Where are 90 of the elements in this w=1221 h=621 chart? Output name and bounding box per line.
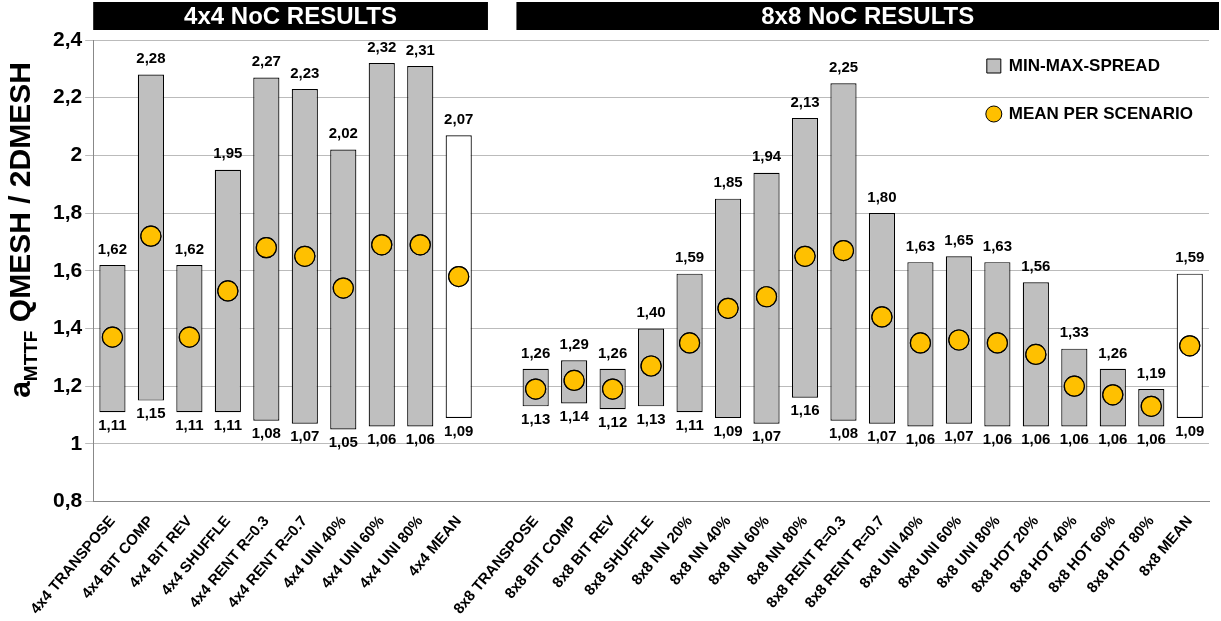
point [717,297,739,319]
annotation: 1,06 [1098,430,1128,448]
y-tick-label: 2,2 [52,84,83,108]
annotation: 1,06 [1059,430,1089,448]
annotation: 1,11 [175,415,204,433]
annotation: 1,62 [174,239,204,257]
text: 4x4 NoC RESULTS [184,1,398,29]
point [1025,343,1047,366]
text: 8x8 NoC RESULTS [761,1,975,29]
annotation: 1,11 [98,415,127,433]
annotation: 1,13 [636,410,666,427]
annotation: 2,31 [405,40,435,58]
annotation: 1,06 [1136,430,1166,448]
annotation: 1,16 [790,401,820,419]
annotation: 1,11 [213,415,243,433]
y-tick-label: 1,2 [52,372,83,396]
annotation: 1,12 [598,412,628,430]
annotation: 1,06 [905,430,936,448]
annotation: 1,59 [1175,248,1205,266]
point [101,326,124,348]
annotation: 1,26 [521,343,551,361]
annotation: 1,08 [828,424,859,442]
point [294,245,316,267]
point [140,225,162,247]
point [1179,335,1201,357]
point [948,329,970,351]
point [371,234,393,256]
point [409,234,431,256]
point [755,286,778,308]
point [986,332,1008,354]
annotation: 1,06 [405,430,435,448]
annotation: 2,32 [367,37,397,55]
legend-label: MEAN PER SCENARIO [1008,103,1193,123]
point [448,265,470,288]
annotation: 1,26 [1098,343,1128,361]
annotation: 1,33 [1059,323,1089,341]
annotation: 1,26 [598,343,628,361]
point [217,280,239,302]
y-tick-label: 1,6 [52,257,83,281]
point [909,332,932,354]
y-tick-label: 2 [70,142,83,166]
annotation: 1,09 [444,421,474,439]
annotation: 2,25 [828,57,859,75]
annotation: 1,08 [251,424,281,442]
annotation: 1,06 [982,430,1012,448]
annotation: 1,11 [675,415,704,433]
annotation: 1,85 [713,173,743,191]
point [871,306,893,328]
annotation: 1,06 [367,430,397,448]
annotation: 1,56 [1021,256,1051,274]
annotation: 1,19 [1136,363,1166,381]
y-tick-label: 1,4 [52,315,83,339]
annotation: 1,05 [328,433,358,451]
annotation: 1,07 [944,427,974,445]
point [832,239,855,262]
annotation: 1,80 [867,187,897,205]
point [332,277,354,299]
annotation: 1,63 [905,236,936,254]
annotation: 1,65 [944,231,974,248]
annotation: 2,28 [136,49,166,67]
annotation: 2,13 [790,92,820,110]
annotation: 1,07 [290,427,320,445]
annotation: 1,09 [713,421,743,439]
annotation: 1,29 [559,334,589,352]
annotation: 1,07 [867,427,897,445]
annotation: 2,02 [328,124,358,142]
y-tick-label: 1 [70,430,83,454]
annotation: 2,23 [290,63,320,81]
annotation: 1,07 [751,427,782,445]
annotation: 1,63 [982,236,1012,254]
y-tick-label: 1,8 [52,199,83,223]
point [178,326,200,348]
annotation: 2,07 [444,109,474,127]
point [255,237,277,259]
annotation: 1,09 [1175,421,1205,439]
annotation: 2,27 [251,52,281,70]
annotation: 1,14 [559,407,590,425]
annotation: 1,62 [97,239,128,257]
legend-label: MIN-MAX-SPREAD [1008,55,1160,75]
point [794,245,816,267]
annotation: 1,95 [213,144,243,162]
point [678,332,701,354]
annotation: 1,59 [674,248,705,266]
annotation: 1,13 [521,410,551,427]
y-tick-label: 0,8 [52,488,83,512]
annotation: 1,40 [636,303,666,321]
annotation: 1,06 [1021,430,1051,448]
y-tick-label: 2,4 [52,26,83,50]
annotation: 1,94 [751,147,782,165]
annotation: 1,15 [136,404,166,422]
